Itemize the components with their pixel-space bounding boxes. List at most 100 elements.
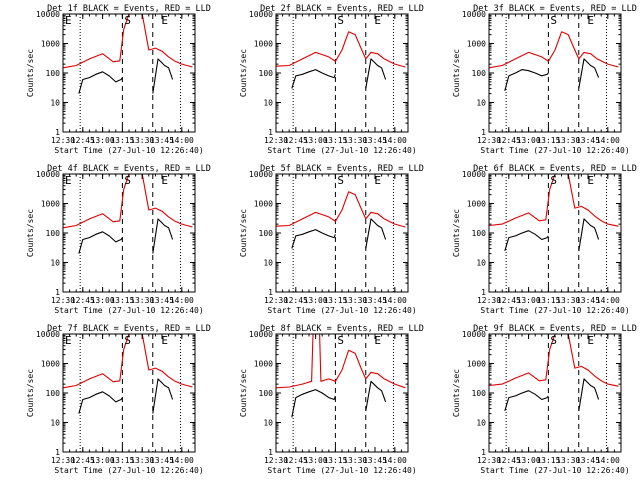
x-axis-title: Start Time (27-Jul-10 12:26:40) bbox=[480, 466, 629, 475]
x-axis-title: Start Time (27-Jul-10 12:26:40) bbox=[267, 146, 416, 155]
x-tick-label: 13:30 bbox=[556, 136, 580, 145]
x-tick-label: 14:00 bbox=[596, 136, 620, 145]
x-tick-label: 13:00 bbox=[91, 136, 115, 145]
x-tick-label: 12:30 bbox=[51, 136, 75, 145]
x-tick-label: 13:00 bbox=[517, 136, 541, 145]
y-tick-label: 10 bbox=[263, 99, 273, 108]
y-tick-label: 10000 bbox=[36, 170, 60, 179]
x-tick-label: 13:45 bbox=[363, 456, 387, 465]
plot-frame bbox=[62, 13, 196, 133]
x-tick-label: 12:30 bbox=[51, 456, 75, 465]
y-axis-title: Counts/sec bbox=[239, 49, 248, 97]
y-axis-title: Counts/sec bbox=[239, 369, 248, 417]
series-line-events bbox=[504, 58, 600, 91]
series-line-lld bbox=[275, 191, 406, 228]
x-tick-label: 13:45 bbox=[576, 296, 600, 305]
event-marker-label: S bbox=[550, 14, 557, 27]
x-tick-label: 12:30 bbox=[477, 456, 501, 465]
x-tick-label: 13:45 bbox=[576, 136, 600, 145]
x-tick-label: 13:45 bbox=[150, 456, 174, 465]
x-tick-label: 12:45 bbox=[71, 296, 95, 305]
y-tick-label: 100 bbox=[259, 389, 274, 398]
series-line-events bbox=[78, 58, 174, 94]
series-line-lld bbox=[275, 333, 406, 389]
y-tick-label: 1 bbox=[55, 448, 60, 457]
panel-title: Det 2f BLACK = Events, RED = LLD bbox=[260, 4, 424, 14]
event-marker-label: E bbox=[65, 334, 72, 347]
panel-title: Det 7f BLACK = Events, RED = LLD bbox=[47, 324, 211, 334]
x-tick-label: 13:00 bbox=[517, 296, 541, 305]
panel-title: Det 1f BLACK = Events, RED = LLD bbox=[47, 4, 211, 14]
y-axis-title: Counts/sec bbox=[452, 209, 461, 257]
x-tick-label: 14:00 bbox=[170, 136, 194, 145]
panel-title: Det 8f BLACK = Events, RED = LLD bbox=[260, 324, 424, 334]
y-tick-label: 1000 bbox=[467, 360, 486, 369]
x-tick-label: 12:45 bbox=[284, 456, 308, 465]
panel-title: Det 9f BLACK = Events, RED = LLD bbox=[473, 324, 637, 334]
y-tick-label: 10 bbox=[476, 419, 486, 428]
plot-frame bbox=[275, 333, 409, 453]
x-tick-label: 13:30 bbox=[130, 136, 154, 145]
series-line-lld bbox=[275, 31, 406, 68]
y-tick-label: 1000 bbox=[467, 40, 486, 49]
x-tick-label: 13:00 bbox=[304, 136, 328, 145]
y-tick-label: 1 bbox=[268, 128, 273, 137]
y-tick-label: 10000 bbox=[462, 170, 486, 179]
x-tick-label: 13:30 bbox=[343, 456, 367, 465]
y-tick-label: 10 bbox=[263, 259, 273, 268]
y-axis-title: Counts/sec bbox=[452, 49, 461, 97]
x-tick-label: 14:00 bbox=[170, 456, 194, 465]
panel-title: Det 3f BLACK = Events, RED = LLD bbox=[473, 4, 637, 14]
x-tick-label: 14:00 bbox=[596, 296, 620, 305]
x-tick-label: 13:45 bbox=[576, 456, 600, 465]
y-tick-label: 10 bbox=[476, 99, 486, 108]
x-tick-label: 13:15 bbox=[536, 296, 560, 305]
y-tick-label: 100 bbox=[472, 69, 487, 78]
x-tick-label: 14:00 bbox=[596, 456, 620, 465]
x-tick-label: 13:15 bbox=[536, 456, 560, 465]
x-tick-label: 12:45 bbox=[497, 456, 521, 465]
y-tick-label: 1 bbox=[268, 448, 273, 457]
y-tick-label: 100 bbox=[46, 389, 61, 398]
x-tick-label: 13:00 bbox=[304, 296, 328, 305]
x-tick-label: 13:30 bbox=[556, 296, 580, 305]
event-marker-label: E bbox=[65, 14, 72, 27]
y-axis-title: Counts/sec bbox=[26, 369, 35, 417]
x-tick-label: 13:30 bbox=[130, 296, 154, 305]
panel-title: Det 6f BLACK = Events, RED = LLD bbox=[473, 164, 637, 174]
y-tick-label: 1 bbox=[481, 448, 486, 457]
x-tick-label: 13:30 bbox=[556, 456, 580, 465]
event-marker-label: S bbox=[337, 174, 344, 187]
series-line-events bbox=[78, 378, 174, 414]
y-tick-label: 100 bbox=[472, 229, 487, 238]
series-line-events bbox=[291, 58, 387, 89]
y-tick-label: 100 bbox=[472, 389, 487, 398]
x-tick-label: 13:00 bbox=[517, 456, 541, 465]
event-marker-label: S bbox=[337, 334, 344, 347]
y-tick-label: 10 bbox=[50, 99, 60, 108]
y-tick-label: 1000 bbox=[254, 360, 273, 369]
x-tick-label: 12:30 bbox=[477, 136, 501, 145]
y-tick-label: 1000 bbox=[254, 200, 273, 209]
x-axis-title: Start Time (27-Jul-10 12:26:40) bbox=[54, 306, 203, 315]
event-marker-label: S bbox=[124, 334, 131, 347]
y-tick-label: 10000 bbox=[462, 330, 486, 339]
x-axis-title: Start Time (27-Jul-10 12:26:40) bbox=[267, 466, 416, 475]
x-tick-label: 14:00 bbox=[383, 136, 407, 145]
plot-frame bbox=[488, 173, 622, 293]
y-axis-title: Counts/sec bbox=[26, 209, 35, 257]
x-tick-label: 13:45 bbox=[363, 296, 387, 305]
x-tick-label: 13:00 bbox=[91, 296, 115, 305]
event-marker-label: E bbox=[374, 174, 381, 187]
event-marker-label: E bbox=[161, 334, 168, 347]
x-tick-label: 13:45 bbox=[150, 136, 174, 145]
x-tick-label: 13:15 bbox=[323, 456, 347, 465]
y-tick-label: 1000 bbox=[41, 200, 60, 209]
y-tick-label: 10000 bbox=[36, 10, 60, 19]
